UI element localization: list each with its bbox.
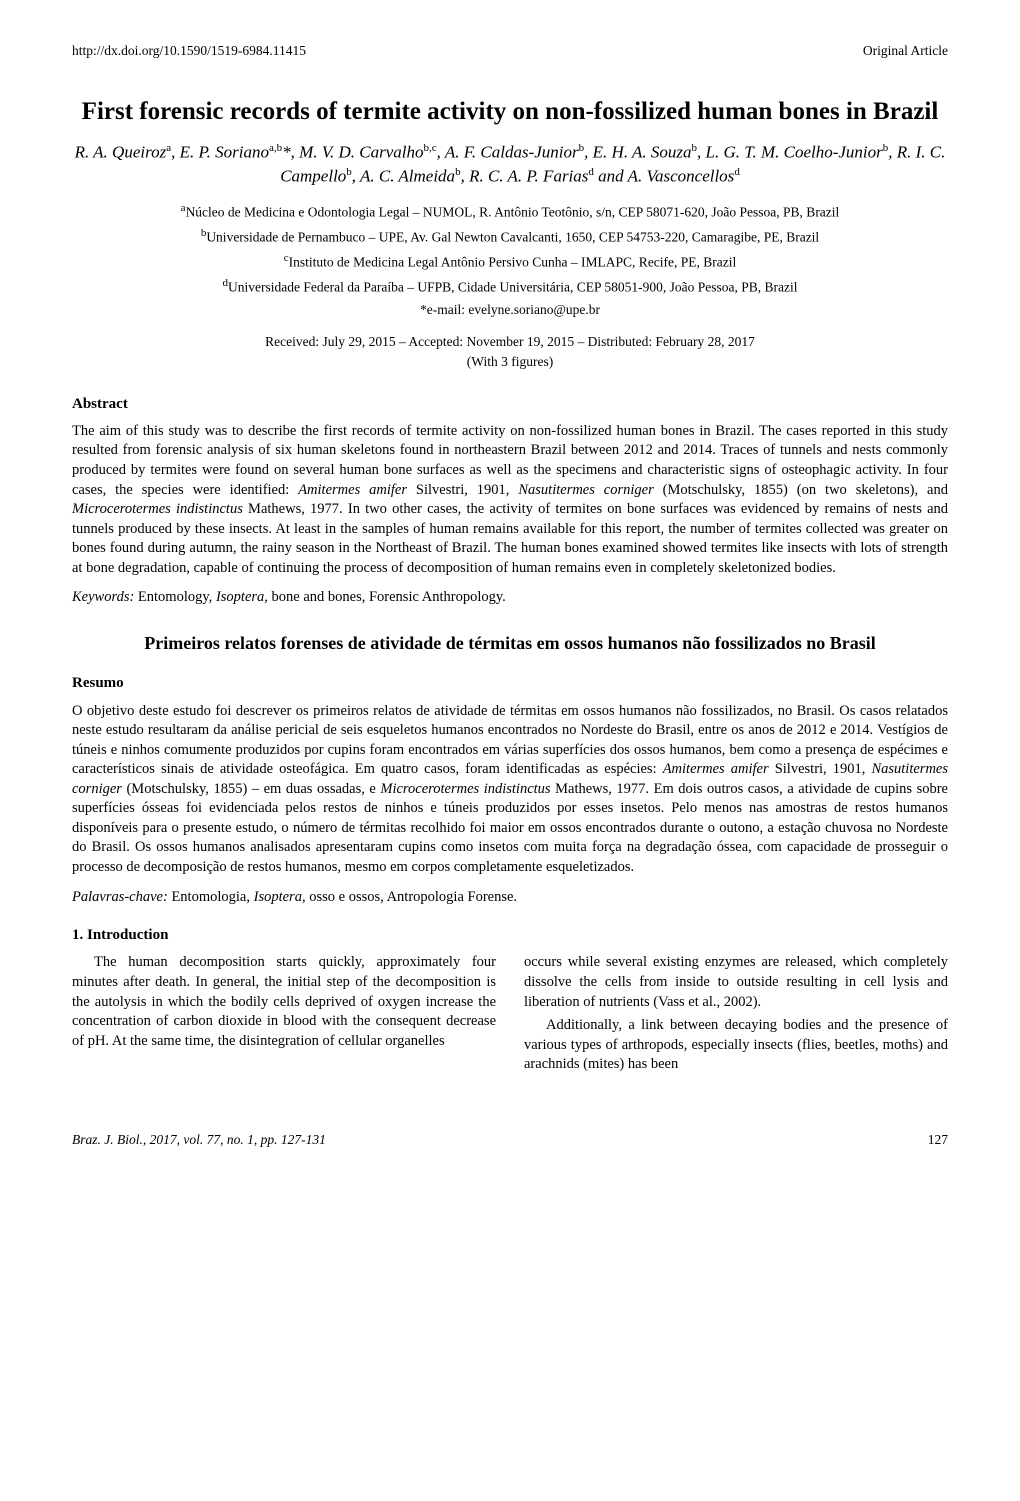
keywords-en: Keywords: Entomology, Isoptera, bone and…	[72, 588, 948, 608]
palavras-chave-text: Entomologia, Isoptera, osso e ossos, Ant…	[168, 889, 517, 905]
abstract-body: The aim of this study was to describe th…	[72, 422, 948, 579]
introduction-heading: 1. Introduction	[72, 925, 948, 945]
palavras-chave-label: Palavras-chave:	[72, 889, 168, 905]
intro-col-right-p1: occurs while several existing enzymes ar…	[524, 953, 948, 1012]
doi-link[interactable]: http://dx.doi.org/10.1590/1519-6984.1141…	[72, 42, 306, 60]
pt-title: Primeiros relatos forenses de atividade …	[72, 632, 948, 655]
intro-col-right-p2: Additionally, a link between decaying bo…	[524, 1016, 948, 1075]
intro-col-left: The human decomposition starts quickly, …	[72, 953, 496, 1051]
author-list: R. A. Queiroza, E. P. Sorianoa,b*, M. V.…	[72, 141, 948, 188]
keywords-text: Entomology, Isoptera, bone and bones, Fo…	[134, 589, 506, 605]
affiliation: dUniversidade Federal da Paraíba – UFPB,…	[72, 276, 948, 297]
abstract-heading: Abstract	[72, 394, 948, 414]
article-dates: Received: July 29, 2015 – Accepted: Nove…	[72, 333, 948, 351]
journal-citation: Braz. J. Biol., 2017, vol. 77, no. 1, pp…	[72, 1131, 326, 1149]
affiliation: bUniversidade de Pernambuco – UPE, Av. G…	[72, 226, 948, 247]
article-title: First forensic records of termite activi…	[72, 96, 948, 127]
introduction-columns: The human decomposition starts quickly, …	[72, 953, 948, 1074]
resumo-heading: Resumo	[72, 673, 948, 693]
keywords-pt: Palavras-chave: Entomologia, Isoptera, o…	[72, 888, 948, 908]
page-number: 127	[928, 1131, 948, 1149]
affiliation: cInstituto de Medicina Legal Antônio Per…	[72, 251, 948, 272]
affiliation: aNúcleo de Medicina e Odontologia Legal …	[72, 201, 948, 222]
corresponding-email: *e-mail: evelyne.soriano@upe.br	[72, 301, 948, 319]
keywords-label: Keywords:	[72, 589, 134, 605]
figure-count: (With 3 figures)	[72, 353, 948, 371]
article-type: Original Article	[863, 42, 948, 60]
resumo-body: O objetivo deste estudo foi descrever os…	[72, 702, 948, 878]
